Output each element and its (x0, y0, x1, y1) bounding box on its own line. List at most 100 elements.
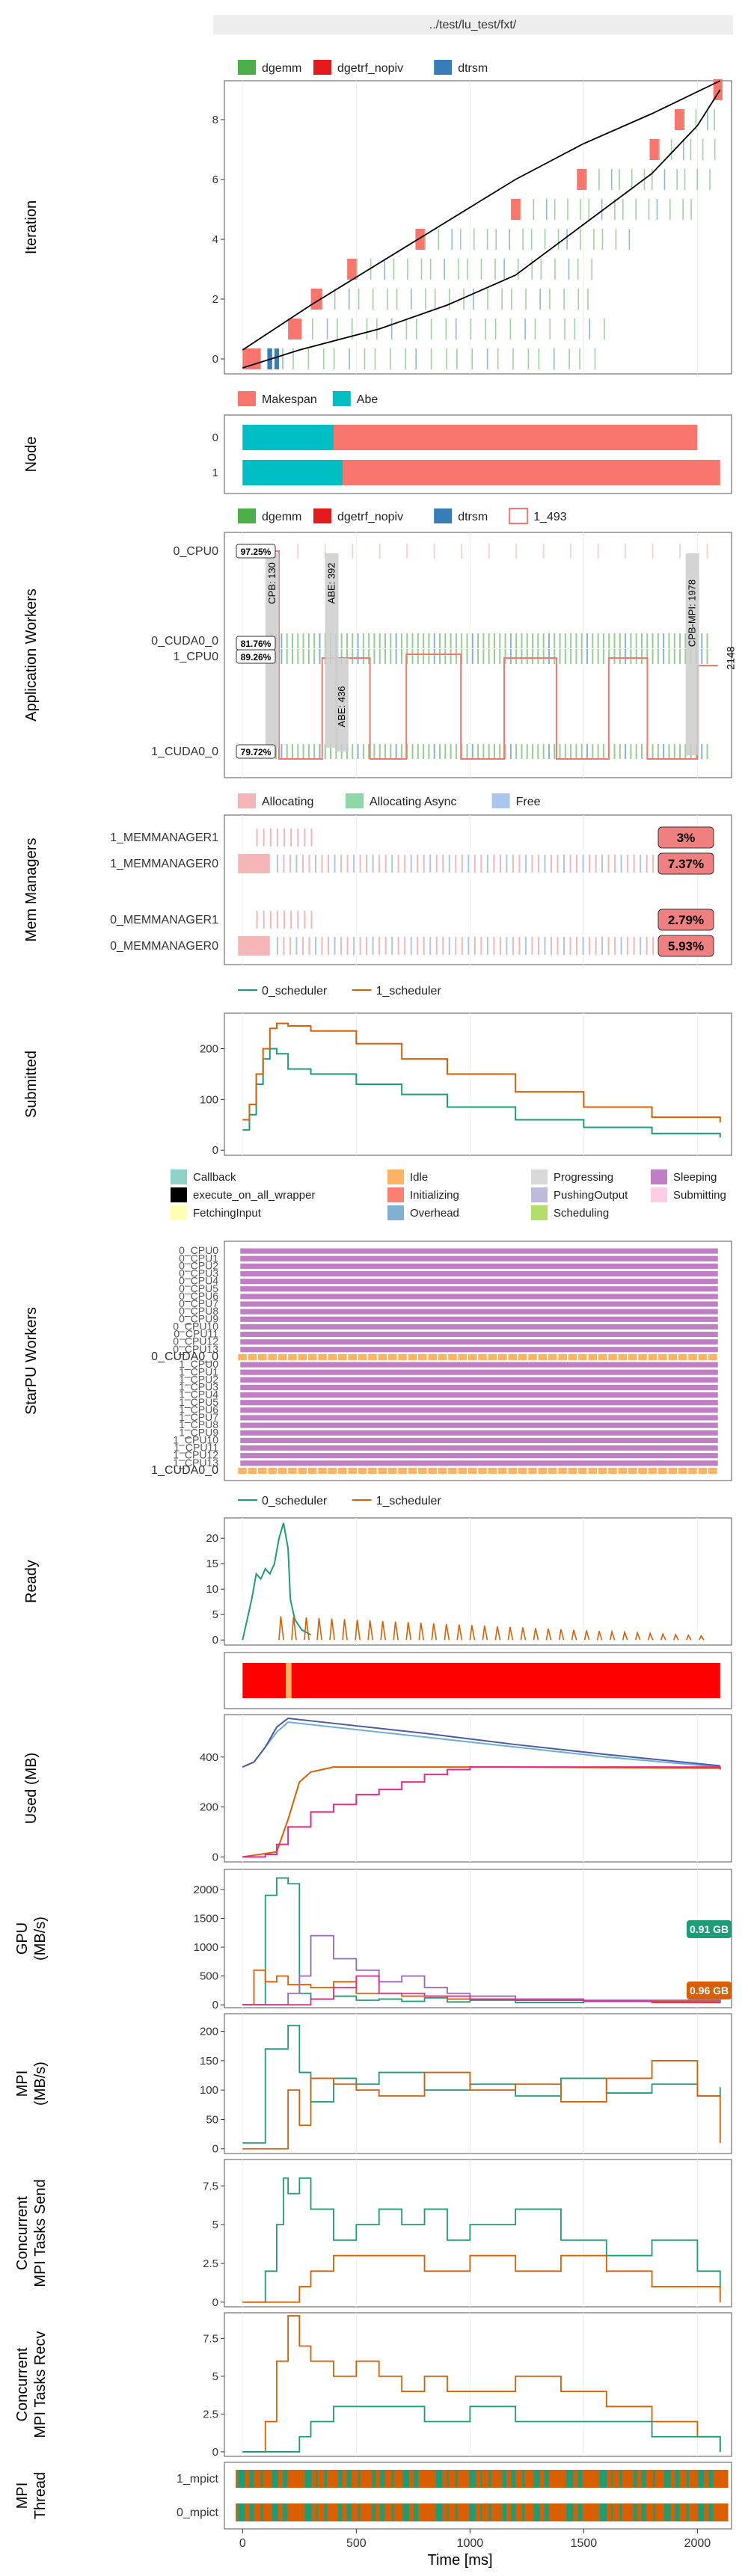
ready-series-1-spike (583, 1630, 590, 1641)
appw-task-mark (554, 649, 556, 664)
starpu-legend-key (387, 1187, 404, 1202)
used-panel-frame (224, 1714, 732, 1863)
ready-ytick-label: 20 (206, 1532, 218, 1545)
starpu-idle-block (257, 1353, 267, 1360)
thread-busy-mark (245, 2503, 250, 2521)
starpu-idle-block (708, 1353, 717, 1360)
node-legend-key (332, 391, 351, 406)
thread-busy-mark (342, 2470, 347, 2488)
used-ylabel: Used (MB) (23, 1753, 40, 1825)
ready-series-1-spike (673, 1633, 679, 1641)
appw-task-mark (352, 649, 354, 664)
mem-op-mark (423, 855, 425, 873)
appw-task-mark (575, 649, 577, 664)
mem-op-mark (620, 937, 622, 955)
appw-task-mark (313, 633, 316, 648)
iteration-task-mark (635, 199, 637, 220)
starpu-worker-label: 0_CPU11 (174, 1328, 218, 1340)
mem-op-mark (295, 855, 298, 873)
iteration-task-mark (524, 319, 526, 339)
thread-busy-mark (482, 2503, 489, 2521)
ready-series-1-spike (367, 1620, 374, 1641)
thread-busy-mark (311, 2470, 316, 2488)
thread-busy-mark (408, 2470, 414, 2488)
iteration-task-mark (554, 199, 556, 220)
thread-busy-mark (719, 2470, 729, 2488)
starpu-worker-label: 0_CPU13 (173, 1343, 218, 1355)
iteration-task-mark (356, 259, 358, 280)
iteration-task-mark (455, 319, 457, 339)
iteration-task-mark (456, 348, 458, 369)
starpu-idle-block (458, 1467, 468, 1474)
iteration-task-mark (494, 259, 496, 280)
appw-task-mark (515, 633, 518, 648)
starpu-idle-block (698, 1353, 708, 1360)
iteration-task-mark (598, 169, 600, 190)
mem-op-mark (301, 937, 304, 955)
iteration-task-mark (549, 289, 551, 310)
appw-task-mark (291, 649, 293, 664)
starpu-idle-block (338, 1353, 347, 1360)
appw-task-mark (428, 633, 430, 648)
appw-task-mark (417, 633, 419, 648)
submitted-panel-frame (224, 1012, 732, 1156)
thread-busy-mark (679, 2470, 687, 2488)
starpu-worker-label: 0_CPU9 (179, 1312, 218, 1324)
iteration-ytick-label: 2 (212, 293, 218, 306)
mem-percent-badge (657, 935, 714, 957)
node-ylabel: Node (23, 437, 40, 473)
appw-task-mark (302, 633, 304, 648)
starpu-sleeping-bar (240, 1377, 718, 1383)
starpu-idle-block (598, 1353, 607, 1360)
iteration-task-mark (430, 319, 432, 339)
mpi-ylabel: (MB/s) (32, 2062, 49, 2106)
iteration-task-mark (503, 259, 505, 280)
mem-op-mark (652, 937, 654, 955)
starpu-legend-key (651, 1187, 667, 1202)
ready-series-1-spike (622, 1630, 628, 1641)
ready-series-1-spike (444, 1623, 450, 1641)
mem-op-mark (518, 855, 521, 873)
mem-op-mark (334, 937, 336, 955)
iteration-ytick-label: 6 (212, 173, 218, 186)
iteration-task-mark (690, 139, 692, 160)
node-abe-bar (242, 425, 334, 450)
appw-task-mark (411, 744, 414, 759)
starpu-idle-block (318, 1353, 327, 1360)
starpu-idle-block (458, 1353, 468, 1360)
appw-task-mark (286, 744, 288, 759)
iteration-lower-bound (242, 80, 721, 351)
mem-op-mark (304, 829, 306, 846)
mem-alloc-bar (238, 936, 270, 956)
iteration-legend-label: dgemm (262, 62, 301, 75)
mem-op-mark (289, 937, 291, 955)
appw-task-mark (509, 649, 512, 664)
thread-busy-mark (506, 2503, 512, 2521)
iteration-task-dgetrf_nopiv (713, 79, 723, 100)
appw-task-mark (542, 633, 545, 648)
iteration-task-mark (530, 229, 533, 250)
starpu-idle-block (668, 1467, 678, 1474)
iteration-legend-label: dtrsm (458, 62, 488, 75)
mem-op-mark (506, 937, 508, 955)
mem-op-mark (524, 937, 527, 955)
iteration-task-mark (714, 139, 716, 160)
thread-busy-mark (476, 2470, 481, 2488)
appw-task-mark (411, 633, 414, 648)
iteration-task-dtrsm (274, 348, 279, 369)
appw-task-mark (613, 649, 616, 664)
mem-op-mark (391, 937, 393, 955)
starpu-idle-block (248, 1467, 257, 1474)
mem-legend-key (238, 793, 256, 808)
mpi-ytick-label: 0 (212, 2143, 218, 2156)
thread-busy-mark (293, 2503, 303, 2521)
appw-task-mark (324, 744, 326, 759)
appw-task-mark (625, 744, 627, 759)
iteration-legend-label: dgetrf_nopiv (337, 62, 403, 75)
chart-layers: dgemm dgetrf_nopiv dtrsmIteration02468Make… (14, 60, 736, 2550)
starpu-sleeping-bar (240, 1460, 718, 1466)
mem-manager-label: 0_MEMMANAGER0 (110, 940, 218, 953)
appw-task-mark (439, 744, 441, 759)
ready-series-1-spike (393, 1621, 399, 1641)
iteration-task-mark (544, 229, 546, 250)
